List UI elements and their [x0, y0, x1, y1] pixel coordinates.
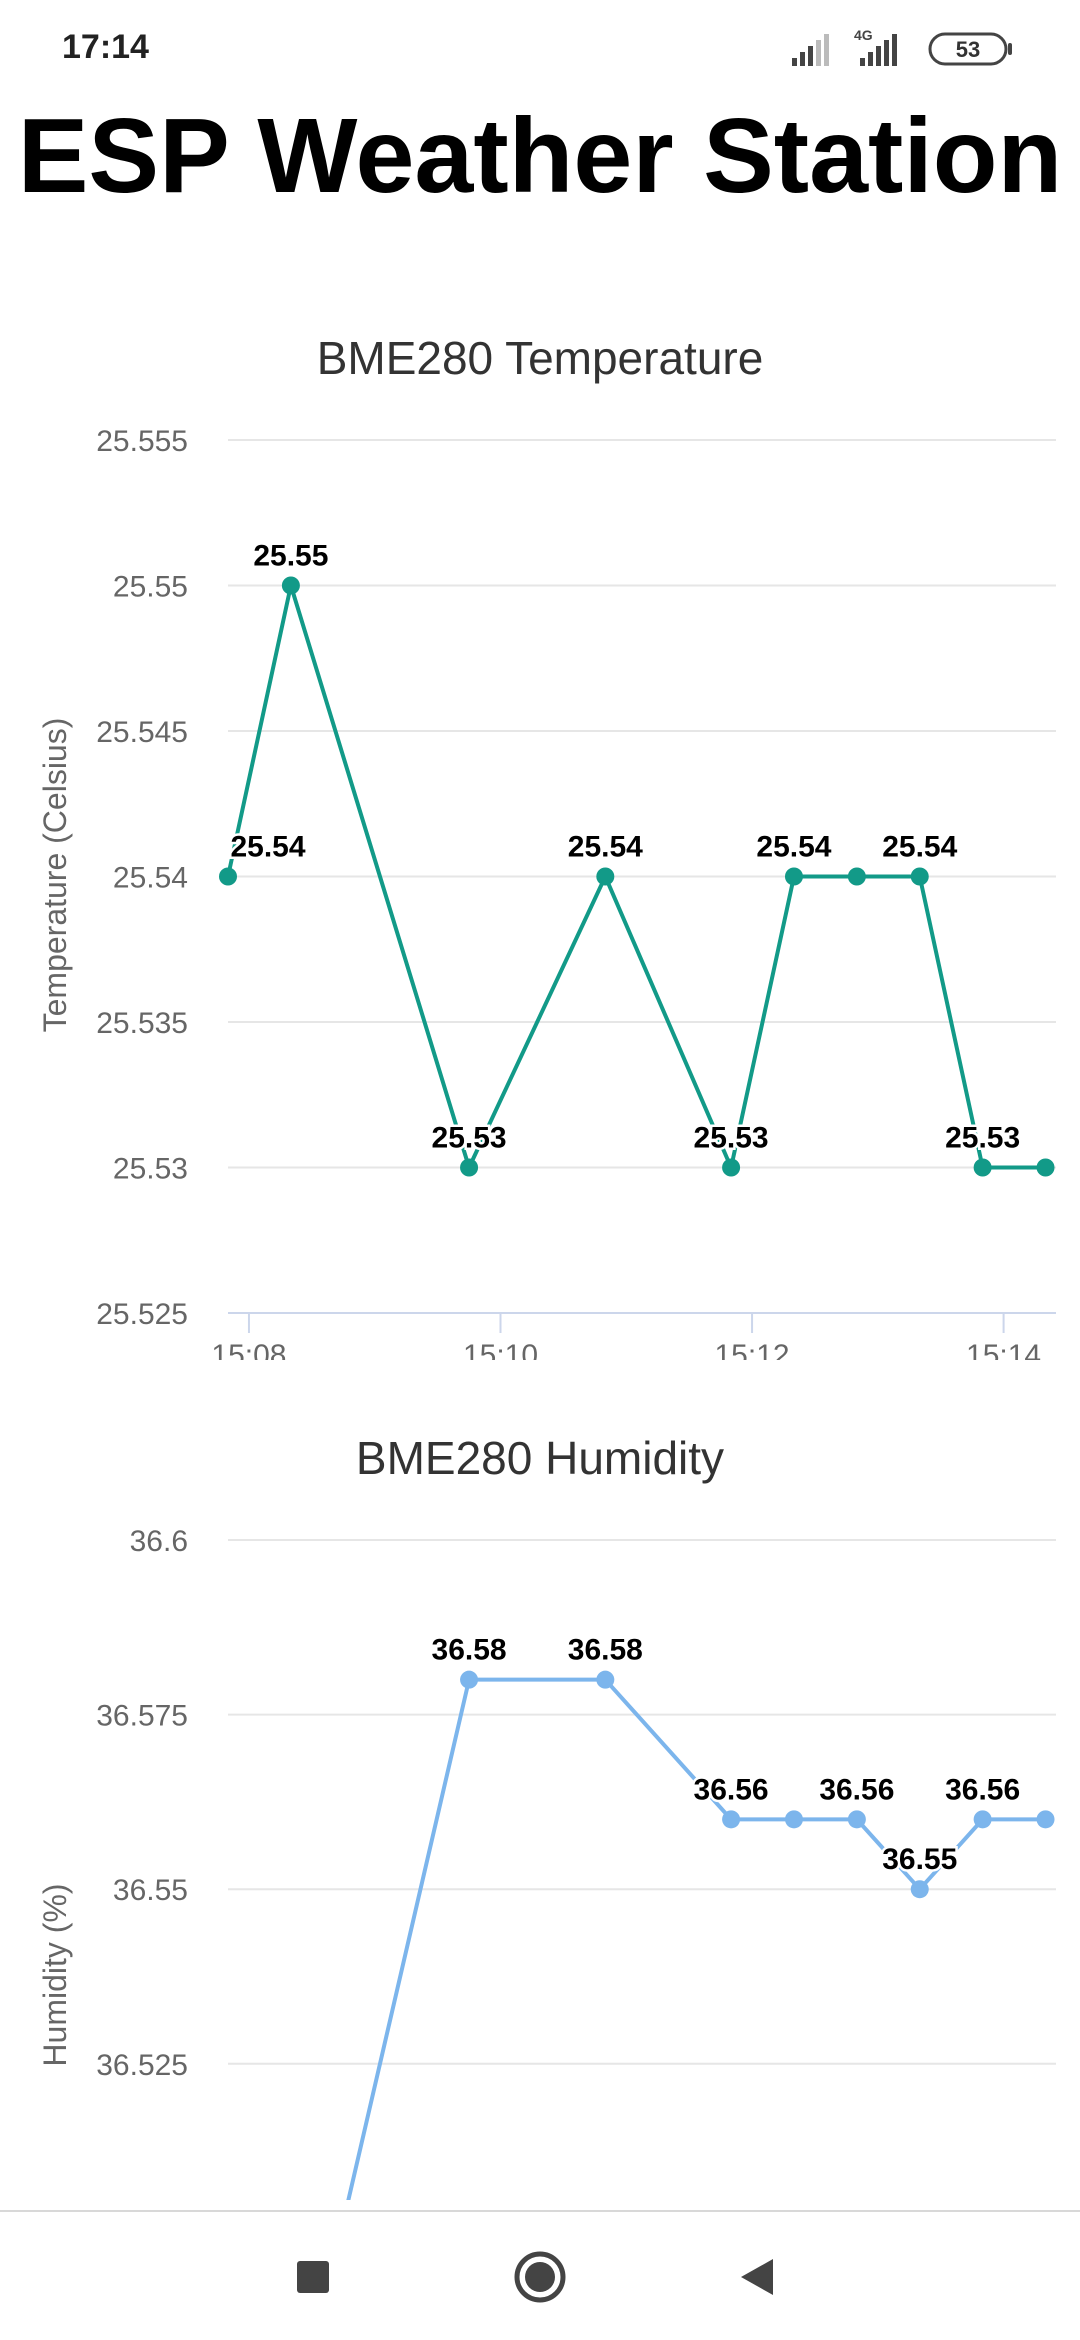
data-label: 25.53 — [945, 1122, 1020, 1155]
navigation-bar — [0, 2210, 1080, 2340]
square-icon — [297, 2261, 329, 2293]
signal-4g-icon: 4G — [854, 27, 897, 66]
data-point[interactable] — [596, 867, 615, 886]
y-axis-label: Temperature (Celsius) — [37, 718, 73, 1033]
y-tick-label: 36.55 — [113, 1874, 188, 1907]
y-tick-label: 25.54 — [113, 862, 188, 895]
triangle-back-icon — [741, 2259, 773, 2295]
series-line — [226, 583, 1046, 1170]
data-label: 36.58 — [432, 1634, 507, 1667]
y-axis-label: Humidity (%) — [37, 1883, 73, 2066]
y-tick-label: 36.6 — [130, 1525, 188, 1558]
data-point[interactable] — [722, 1158, 741, 1177]
data-label: 25.55 — [253, 540, 328, 573]
y-tick-label: 25.535 — [96, 1007, 188, 1040]
network-type: 4G — [854, 27, 873, 43]
data-point[interactable] — [784, 1810, 803, 1829]
y-tick-label: 25.525 — [96, 1298, 188, 1331]
data-label: 36.56 — [819, 1773, 894, 1806]
humidity-chart-svg: BME280 Humidity Humidity (%) 36.6 36.575 36.… — [37, 1432, 1056, 2340]
data-label: 25.53 — [432, 1122, 507, 1155]
series-line — [226, 1677, 1046, 2340]
signal-icon — [792, 34, 829, 66]
y-tick-label: 25.53 — [113, 1153, 188, 1186]
data-label: 36.56 — [945, 1773, 1020, 1806]
x-tick-label: 15:08 — [211, 1339, 286, 1360]
x-tick-label: 15:14 — [966, 1339, 1041, 1360]
home-button[interactable] — [505, 2242, 575, 2312]
data-label: 25.54 — [568, 831, 643, 864]
x-tick-label: 15:10 — [463, 1339, 538, 1360]
y-tick-label: 25.545 — [96, 716, 188, 749]
data-label: 36.56 — [694, 1773, 769, 1806]
circle-icon — [514, 2251, 566, 2303]
data-point[interactable] — [910, 867, 929, 886]
data-label: 25.54 — [230, 831, 305, 864]
y-tick-label: 25.555 — [96, 425, 188, 458]
data-point[interactable] — [910, 1880, 929, 1899]
data-label: 25.53 — [694, 1122, 769, 1155]
temperature-chart-svg: BME280 Temperature Temperature (Celsius) 2… — [37, 332, 1056, 1372]
data-point[interactable] — [847, 1810, 866, 1829]
y-tick-label: 36.525 — [96, 2049, 188, 2082]
temperature-chart: BME280 Temperature Temperature (Celsius) 2… — [0, 300, 1080, 1372]
data-point[interactable] — [973, 1158, 992, 1177]
data-label: 36.55 — [882, 1843, 957, 1876]
status-bar: 17:14 4G 53 — [0, 0, 1080, 96]
page-title: ESP Weather Station — [17, 97, 1063, 215]
data-label: 36.58 — [568, 1634, 643, 1667]
data-point[interactable] — [460, 1670, 479, 1689]
y-tick-label: 25.55 — [113, 571, 188, 604]
data-point[interactable] — [722, 1810, 741, 1829]
chart-title: BME280 Humidity — [356, 1432, 724, 1484]
data-label: 25.54 — [882, 831, 957, 864]
battery-level: 53 — [956, 37, 980, 62]
data-point[interactable] — [847, 867, 866, 886]
data-point[interactable] — [1036, 1158, 1055, 1177]
data-point[interactable] — [973, 1810, 992, 1829]
data-label: 25.54 — [756, 831, 831, 864]
battery-icon: 53 — [928, 32, 1012, 66]
status-icons: 4G 53 — [792, 27, 1012, 66]
recents-button[interactable] — [278, 2242, 348, 2312]
x-tick-label: 15:12 — [715, 1339, 790, 1360]
humidity-chart: BME280 Humidity Humidity (%) 36.6 36.575 36.… — [0, 1400, 1080, 2340]
chart-title: BME280 Temperature — [317, 332, 764, 384]
data-point[interactable] — [784, 867, 803, 886]
data-point[interactable] — [596, 1670, 615, 1689]
data-point[interactable] — [460, 1158, 479, 1177]
data-point[interactable] — [1036, 1810, 1055, 1829]
status-time: 17:14 — [62, 28, 149, 66]
data-point[interactable] — [281, 576, 300, 595]
data-point[interactable] — [219, 867, 237, 886]
y-tick-label: 36.575 — [96, 1700, 188, 1733]
back-button[interactable] — [722, 2242, 792, 2312]
